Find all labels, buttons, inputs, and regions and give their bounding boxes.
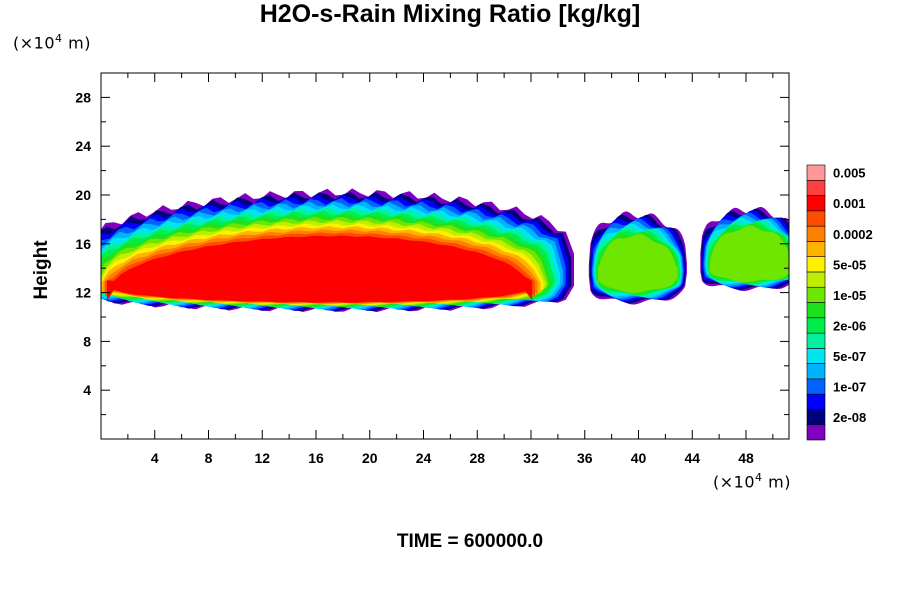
x-tick-label: 24	[416, 450, 432, 466]
colorbar-swatch	[806, 241, 826, 257]
y-tick-label: 8	[83, 333, 91, 349]
x-tick-label: 20	[362, 450, 378, 466]
colorbar-swatch	[806, 409, 826, 426]
colorbar-swatch	[806, 317, 826, 334]
y-tick-label: 16	[75, 236, 91, 252]
contour-band	[709, 225, 789, 283]
x-tick-label: 16	[308, 450, 324, 466]
colorbar-label: 1e-05	[833, 288, 866, 303]
colorbar-swatch	[806, 179, 826, 196]
colorbar-swatch	[806, 424, 826, 441]
colorbar-swatch	[806, 348, 826, 364]
time-label: TIME = 600000.0	[396, 531, 544, 552]
x-axis-unit: (×104 m)	[713, 471, 791, 492]
y-tick-label: 12	[75, 285, 91, 301]
x-tick-label: 12	[254, 450, 270, 466]
colorbar: 2e-08 1e-07 5e-07 2e-06 1e-05 5e-05 0.0002 0.00…	[806, 164, 873, 441]
colorbar-swatch	[806, 378, 826, 395]
y-tick-label: 24	[75, 138, 91, 154]
x-tick-label: 44	[684, 450, 700, 466]
y-tick-label: 4	[83, 382, 91, 398]
x-tick-label: 40	[631, 450, 647, 466]
x-tick-label: 32	[523, 450, 539, 466]
y-tick-label: 20	[75, 187, 91, 203]
contour-band	[107, 235, 533, 303]
contour-band	[597, 234, 678, 294]
colorbar-label: 0.001	[833, 196, 866, 211]
x-tick-label: 4	[151, 450, 159, 466]
y-axis-unit: (×104 m)	[13, 32, 91, 53]
colorbar-label: 5e-07	[833, 349, 866, 364]
x-tick-label: 8	[205, 450, 213, 466]
colorbar-label: 2e-08	[833, 410, 866, 425]
colorbar-label: 5e-05	[833, 257, 866, 272]
colorbar-swatch	[806, 332, 826, 349]
y-tick-label: 28	[75, 89, 91, 105]
x-tick-label: 36	[577, 450, 593, 466]
colorbar-swatch	[806, 256, 826, 273]
x-tick-label: 28	[469, 450, 485, 466]
colorbar-swatch	[806, 302, 826, 319]
colorbar-swatch	[806, 164, 826, 181]
colorbar-swatch	[806, 210, 826, 227]
colorbar-swatch	[806, 393, 826, 410]
colorbar-swatch	[806, 271, 826, 288]
colorbar-swatch	[806, 286, 826, 303]
plot-frame	[100, 72, 790, 440]
colorbar-swatch	[806, 363, 826, 380]
colorbar-swatch	[806, 195, 826, 212]
colorbar-label: 0.0002	[833, 227, 873, 242]
chart-title: H2O-s-Rain Mixing Ratio [kg/kg]	[259, 0, 641, 28]
x-tick-label: 48	[738, 450, 754, 466]
contour-field	[101, 188, 789, 313]
colorbar-label: 2e-06	[833, 318, 866, 333]
colorbar-swatch	[806, 225, 826, 242]
colorbar-label: 0.005	[833, 166, 866, 181]
colorbar-label: 1e-07	[833, 380, 866, 395]
